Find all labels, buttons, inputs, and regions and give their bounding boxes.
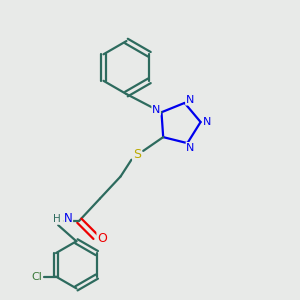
Text: N: N [186, 95, 194, 105]
Text: Cl: Cl [32, 272, 42, 282]
Text: N: N [152, 105, 160, 115]
Text: N: N [203, 117, 211, 127]
Text: N: N [186, 142, 194, 153]
Text: H: H [53, 214, 61, 224]
Text: N: N [64, 212, 73, 225]
Text: S: S [133, 148, 141, 161]
Text: O: O [97, 232, 107, 245]
